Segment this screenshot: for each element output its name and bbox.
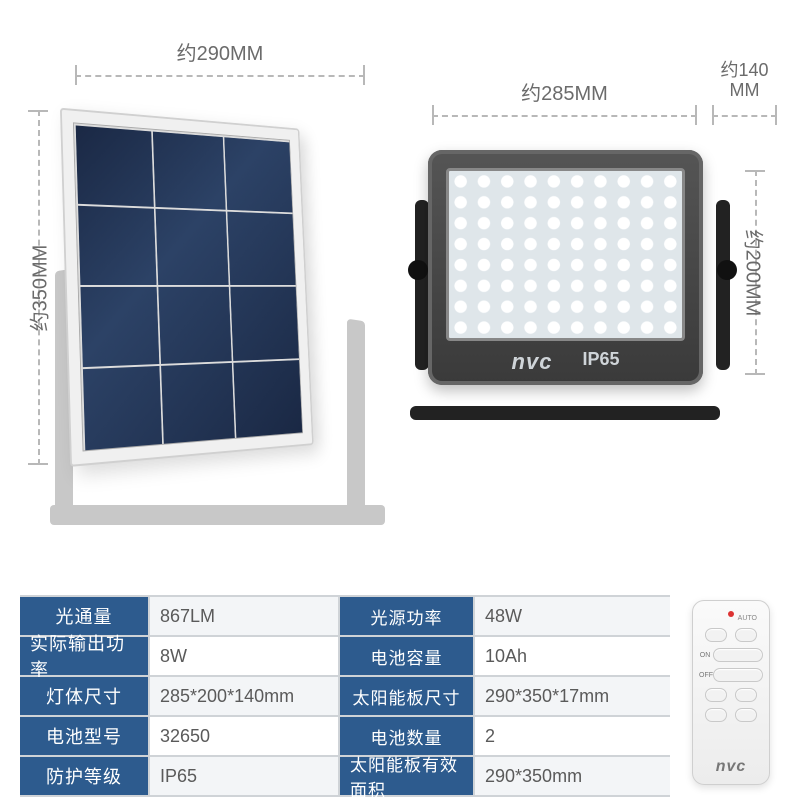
dim-label: 约200MM xyxy=(741,229,770,316)
light-bracket-base xyxy=(410,406,720,420)
light-brand-logo: nvc xyxy=(512,349,553,375)
spec-value: 290*350*17mm xyxy=(475,677,670,715)
product-stage: nvc IP65 约290MM 约350MM 约285MM 约140 MM 约2… xyxy=(0,0,800,590)
remote-button-on[interactable] xyxy=(713,648,763,662)
spec-value: 2 xyxy=(475,717,670,755)
light-pivot-knob xyxy=(717,260,737,280)
solar-panel-cells xyxy=(73,122,303,451)
spec-value: IP65 xyxy=(150,757,340,795)
dim-label: 约350MM xyxy=(24,244,53,331)
spec-value: 10Ah xyxy=(475,637,670,675)
light-bracket xyxy=(716,200,730,370)
floodlight-body: nvc IP65 xyxy=(428,150,703,385)
light-ip-rating: IP65 xyxy=(582,349,619,375)
panel-stand-leg xyxy=(347,319,365,522)
spec-value: 867LM xyxy=(150,597,340,635)
spec-row: 防护等级IP65太阳能板有效面积290*350mm xyxy=(20,757,670,797)
remote-brand-logo: nvc xyxy=(716,758,747,776)
spec-label: 防护等级 xyxy=(20,757,150,795)
remote-button-off[interactable] xyxy=(713,668,763,682)
dim-panel-width: 约290MM xyxy=(75,65,365,85)
spec-value: 48W xyxy=(475,597,670,635)
dim-light-width: 约285MM xyxy=(432,105,697,125)
dim-label: 约140 MM xyxy=(720,61,768,101)
light-bracket xyxy=(415,200,429,370)
remote-control: AUTO ON OFF nvc xyxy=(692,600,770,785)
spec-label: 光源功率 xyxy=(340,597,475,635)
remote-button[interactable] xyxy=(735,708,757,722)
dim-label: 约290MM xyxy=(177,37,264,66)
led-array xyxy=(446,168,685,341)
spec-table: 光通量867LM光源功率48W实际输出功率8W电池容量10Ah灯体尺寸285*2… xyxy=(20,595,670,797)
spec-label: 电池型号 xyxy=(20,717,150,755)
spec-row: 电池型号32650电池数量2 xyxy=(20,717,670,757)
spec-label: 灯体尺寸 xyxy=(20,677,150,715)
spec-label: 电池数量 xyxy=(340,717,475,755)
solar-panel-assembly xyxy=(45,105,390,520)
remote-button[interactable] xyxy=(735,628,757,642)
spec-label: 太阳能板尺寸 xyxy=(340,677,475,715)
spec-value: 32650 xyxy=(150,717,340,755)
spec-row: 灯体尺寸285*200*140mm太阳能板尺寸290*350*17mm xyxy=(20,677,670,717)
spec-label: 太阳能板有效面积 xyxy=(340,757,475,795)
remote-on-label: ON xyxy=(699,652,711,659)
spec-value: 290*350mm xyxy=(475,757,670,795)
remote-led-indicator xyxy=(728,611,734,617)
floodlight-assembly: nvc IP65 xyxy=(420,140,720,440)
spec-label: 实际输出功率 xyxy=(20,637,150,675)
light-pivot-knob xyxy=(408,260,428,280)
dim-light-depth: 约140 MM xyxy=(712,105,777,125)
solar-panel xyxy=(60,108,314,467)
spec-row: 实际输出功率8W电池容量10Ah xyxy=(20,637,670,677)
spec-value: 285*200*140mm xyxy=(150,677,340,715)
spec-value: 8W xyxy=(150,637,340,675)
dim-label: 约285MM xyxy=(521,77,608,106)
remote-button[interactable] xyxy=(705,688,727,702)
remote-button[interactable] xyxy=(735,688,757,702)
spec-label: 电池容量 xyxy=(340,637,475,675)
dim-light-height: 约200MM xyxy=(745,170,765,375)
remote-button[interactable] xyxy=(705,708,727,722)
remote-off-label: OFF xyxy=(699,672,711,679)
remote-auto-label: AUTO xyxy=(738,615,757,622)
panel-stand-base xyxy=(50,505,385,525)
remote-button[interactable] xyxy=(705,628,727,642)
dim-panel-height: 约350MM xyxy=(28,110,48,465)
